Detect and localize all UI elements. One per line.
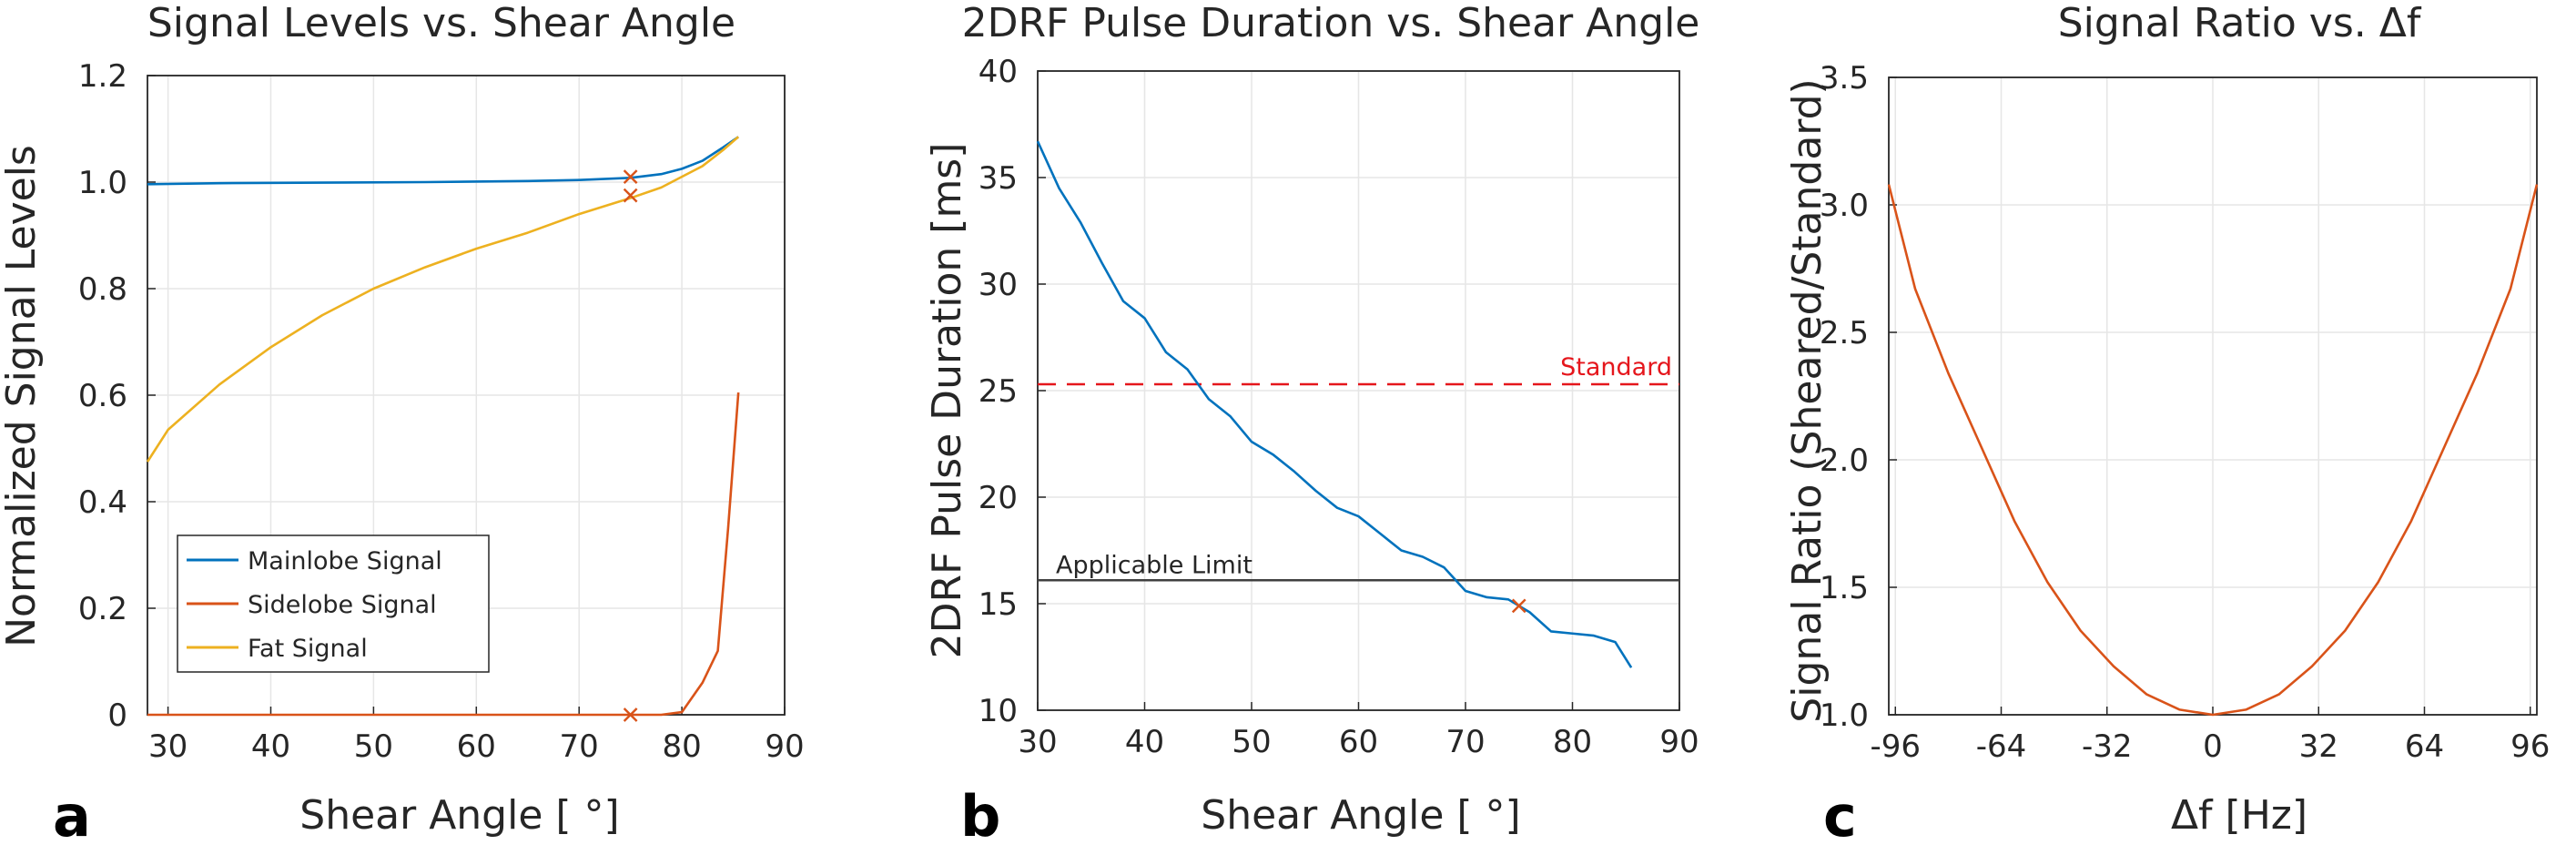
legend-label-mainlobe: Mainlobe Signal <box>248 547 442 575</box>
series-line-signal-ratio <box>1887 184 2539 717</box>
y-tick-label: 40 <box>979 54 1018 90</box>
series-line-pulse-duration <box>1036 140 1633 668</box>
panel-c: Signal Ratio vs. Δf -96 -64 -32 0 32 64 96 1.0 1… <box>1784 0 2550 850</box>
x-tick-label: 64 <box>2405 728 2444 765</box>
y-tick-label: 2.5 <box>1820 315 1869 351</box>
x-marker <box>623 169 638 184</box>
panel-b-letter: b <box>960 783 1000 850</box>
x-tick-label: 80 <box>1553 724 1592 760</box>
series-line-sidelobe-signal <box>147 392 740 717</box>
y-tick-label: 3.5 <box>1820 60 1869 97</box>
panel-a-title: Signal Levels vs. Shear Angle <box>147 0 735 46</box>
panel-c-letter: c <box>1823 783 1857 850</box>
y-tick-label: 0 <box>107 697 127 734</box>
panel-b: 2DRF Pulse Duration vs. Shear Angle 30 40… <box>924 0 1699 850</box>
x-tick-label: 60 <box>1339 724 1378 760</box>
x-tick-label: 40 <box>1125 724 1164 760</box>
panel-b-xlabel: Shear Angle [ °] <box>1201 792 1520 839</box>
y-tick-label: 25 <box>979 373 1018 410</box>
x-tick-label: -64 <box>1976 728 2027 765</box>
y-tick-label: 1.5 <box>1820 570 1869 606</box>
legend-label-sidelobe: Sidelobe Signal <box>248 591 437 619</box>
y-tick-label: 35 <box>979 160 1018 197</box>
y-tick-label: 0.2 <box>78 591 127 627</box>
series-line-fat-signal <box>146 136 740 463</box>
x-tick-label: 50 <box>1232 724 1271 760</box>
panel-b-ylabel: 2DRF Pulse Duration [ms] <box>924 143 970 659</box>
series-line-mainlobe-signal <box>147 136 739 186</box>
y-tick-label: 0.8 <box>78 271 127 308</box>
x-tick-label: 60 <box>457 728 496 765</box>
reference-label-standard: Standard <box>1560 353 1672 382</box>
x-marker <box>1511 598 1526 614</box>
legend-label-fat: Fat Signal <box>248 635 368 663</box>
panel-a-xlabel: Shear Angle [ °] <box>299 792 619 839</box>
x-tick-label: 96 <box>2510 728 2550 765</box>
x-tick-label: -96 <box>1870 728 1921 765</box>
panel-c-xlabel: Δf [Hz] <box>2171 792 2307 839</box>
x-tick-label: 32 <box>2299 728 2338 765</box>
y-tick-label: 1.0 <box>1820 697 1869 734</box>
panel-a-plot: 30 40 50 60 70 80 90 0 0.2 0.4 0.6 0.8 1.0 1.2 <box>78 58 805 765</box>
x-tick-label: 80 <box>662 728 701 765</box>
y-tick-label: 0.6 <box>78 378 127 414</box>
x-tick-label: 0 <box>2203 728 2223 765</box>
x-tick-label: 90 <box>1659 724 1699 760</box>
panel-c-ylabel: Signal Ratio (Sheared/Standard) <box>1784 78 1831 722</box>
panel-c-title: Signal Ratio vs. Δf <box>2058 0 2422 46</box>
y-tick-label: 20 <box>979 480 1018 516</box>
x-tick-label: 30 <box>148 728 188 765</box>
y-tick-label: 1.2 <box>78 58 127 95</box>
x-tick-label: 70 <box>560 728 599 765</box>
x-tick-label: 50 <box>354 728 393 765</box>
x-marker <box>623 188 638 203</box>
reference-label-applicable-limit: Applicable Limit <box>1056 551 1253 579</box>
x-tick-label: 40 <box>251 728 290 765</box>
y-tick-label: 0.4 <box>78 484 127 521</box>
y-tick-label: 2.0 <box>1820 443 1869 479</box>
panel-a: Signal Levels vs. Shear Angle 30 40 50 60 70… <box>0 0 805 850</box>
panel-a-legend: Mainlobe Signal Sidelobe Signal Fat Sign… <box>177 534 490 673</box>
x-tick-label: 70 <box>1445 724 1485 760</box>
x-tick-label: -32 <box>2082 728 2133 765</box>
y-tick-label: 30 <box>979 267 1018 303</box>
panel-a-letter: a <box>53 783 91 850</box>
y-tick-label: 10 <box>979 693 1018 729</box>
panel-c-plot: -96 -64 -32 0 32 64 96 1.0 1.5 2.0 2.5 3.0 3.5 <box>1820 60 2550 765</box>
panel-b-title: 2DRF Pulse Duration vs. Shear Angle <box>962 0 1700 46</box>
x-tick-label: 30 <box>1018 724 1057 760</box>
panel-b-plot: 30 40 50 60 70 80 90 10 15 20 25 30 35 40 Standard Appl… <box>979 54 1699 760</box>
y-tick-label: 3.0 <box>1820 188 1869 224</box>
panel-a-ylabel: Normalized Signal Levels <box>0 145 45 647</box>
y-tick-label: 1.0 <box>78 165 127 201</box>
x-tick-label: 90 <box>765 728 804 765</box>
y-tick-label: 15 <box>979 586 1018 623</box>
x-marker <box>623 707 638 722</box>
